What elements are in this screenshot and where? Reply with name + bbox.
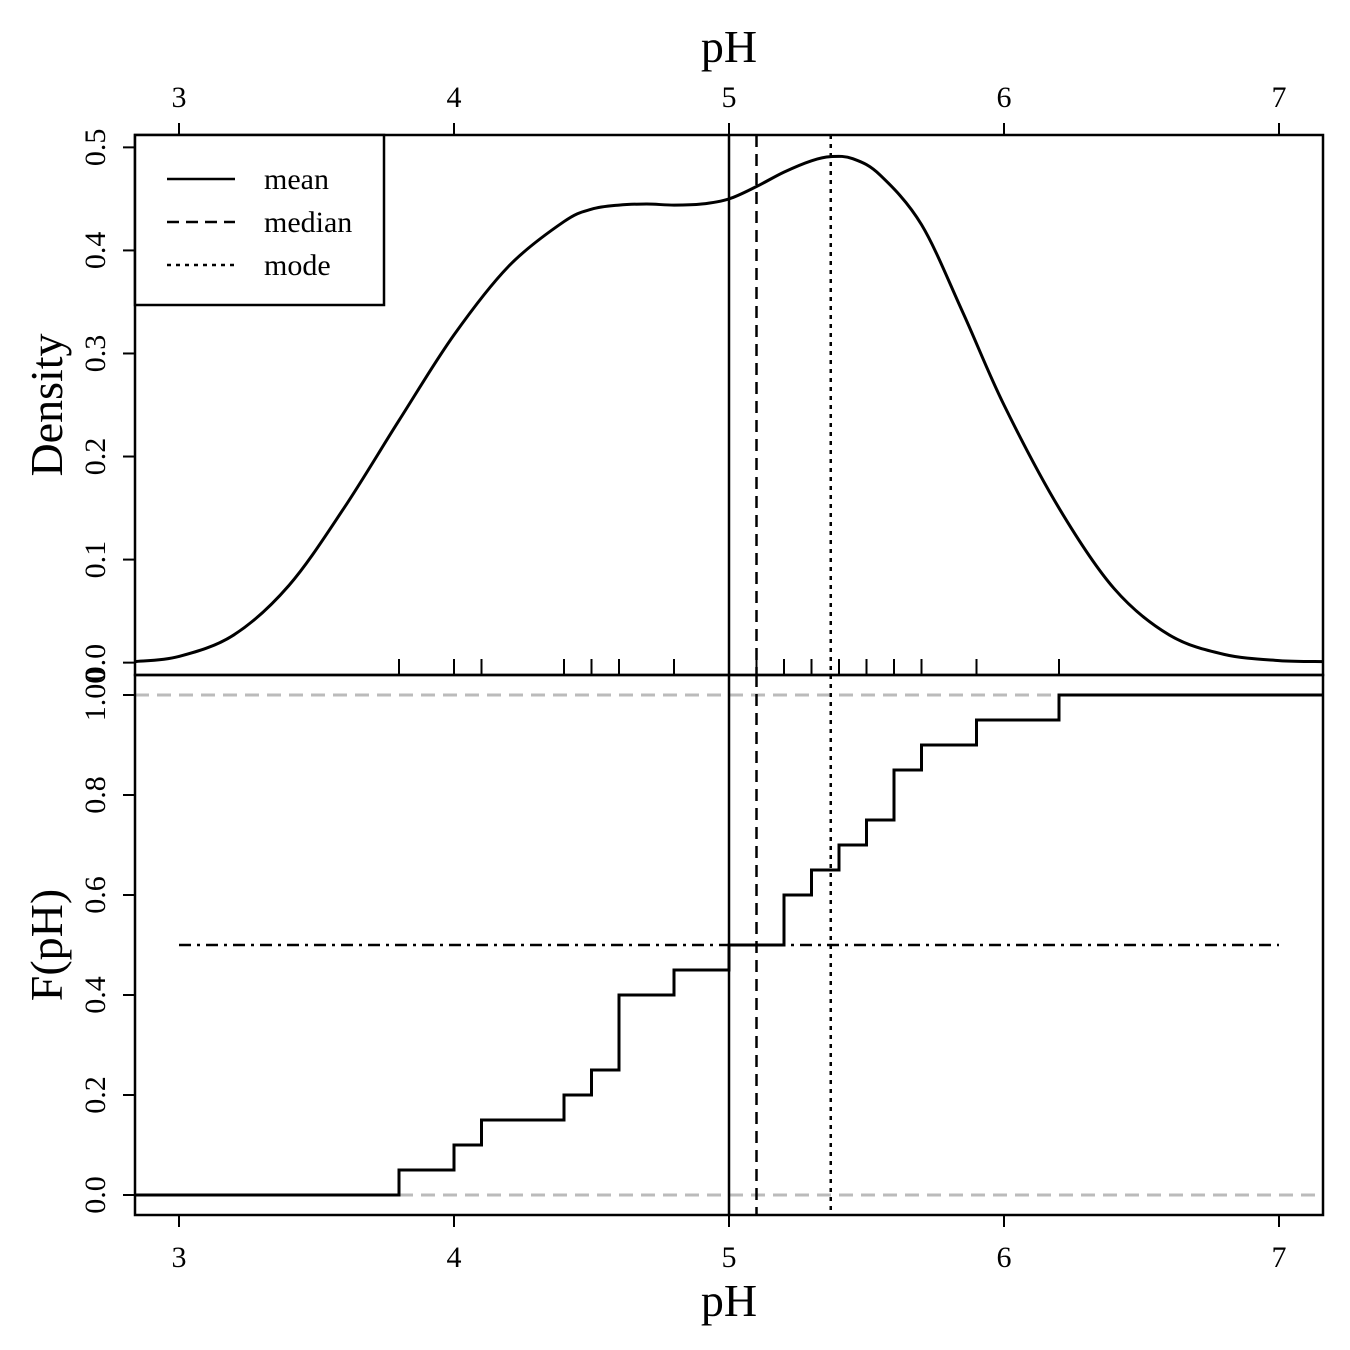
ecdf-y-tick-label: 0.6 bbox=[79, 876, 112, 914]
legend: mean median mode bbox=[133, 133, 386, 307]
ecdf-y-tick-label: 0.2 bbox=[79, 1076, 112, 1114]
density-y-tick-label: 0.2 bbox=[79, 438, 112, 476]
density-y-tick-label: 0.4 bbox=[79, 232, 112, 270]
bottom-x-tick-label: 6 bbox=[997, 1241, 1012, 1274]
ecdf-y-tick-label: 0.0 bbox=[79, 1176, 112, 1214]
top-x-tick-label: 6 bbox=[997, 81, 1012, 114]
density-y-axis-title: Density bbox=[21, 333, 72, 476]
top-x-tick-label: 4 bbox=[447, 81, 462, 114]
legend-mode-label: mode bbox=[264, 249, 331, 282]
bottom-x-tick-label: 7 bbox=[1272, 1241, 1287, 1274]
density-panel: 3 4 5 6 7 0.0 0.1 0.2 0.3 0.4 0.5 mean median mode bbox=[79, 81, 1325, 682]
ecdf-y-tick-label: 0.4 bbox=[79, 976, 112, 1014]
top-x-tick-label: 5 bbox=[722, 81, 737, 114]
ecdf-y-tick-label: 1.00 bbox=[79, 669, 112, 722]
top-x-tick-label: 7 bbox=[1272, 81, 1287, 114]
top-x-axis-title: pH bbox=[701, 21, 757, 72]
density-y-tick-label: 0.0 bbox=[79, 644, 112, 682]
legend-frame bbox=[133, 133, 386, 307]
top-x-tick-label: 3 bbox=[172, 81, 187, 114]
ecdf-panel: 3 4 5 6 7 0.0 0.2 0.4 0.6 0.8 1.00 bbox=[79, 669, 1325, 1274]
bottom-x-tick-label: 4 bbox=[447, 1241, 462, 1274]
density-y-tick-label: 0.1 bbox=[79, 541, 112, 579]
ecdf-y-axis-title: F(pH) bbox=[21, 889, 72, 1001]
ecdf-y-tick-label: 0.8 bbox=[79, 776, 112, 814]
bottom-x-tick-label: 3 bbox=[172, 1241, 187, 1274]
legend-mean-label: mean bbox=[264, 163, 329, 196]
legend-median-label: median bbox=[264, 206, 352, 239]
density-y-tick-label: 0.5 bbox=[79, 129, 112, 167]
bottom-x-axis-title: pH bbox=[701, 1275, 757, 1326]
density-y-tick-label: 0.3 bbox=[79, 335, 112, 373]
density-curve bbox=[134, 154, 1324, 664]
bottom-x-tick-label: 5 bbox=[722, 1241, 737, 1274]
